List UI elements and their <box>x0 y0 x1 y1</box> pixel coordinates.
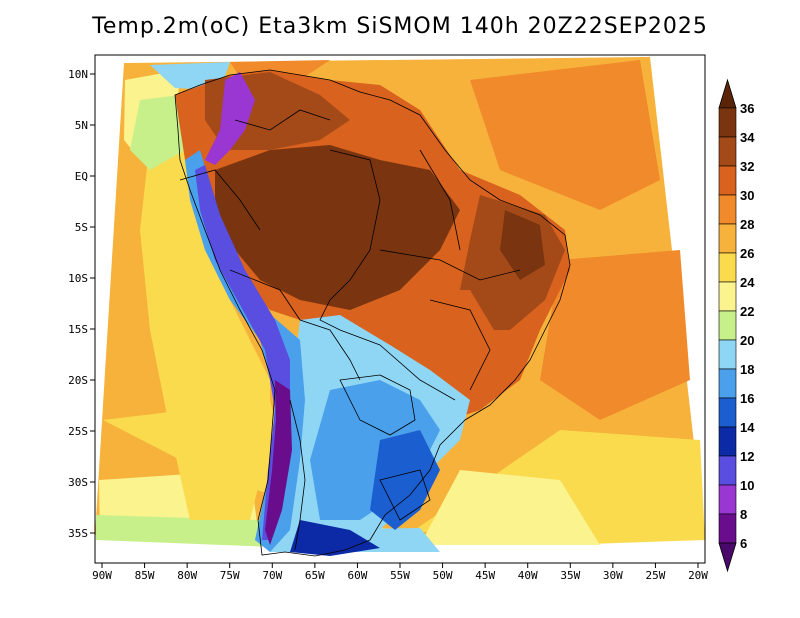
colorbar-label: 16 <box>740 391 754 406</box>
colorbar-label: 6 <box>740 536 747 551</box>
border-peru-bolivia <box>229 269 361 381</box>
colorbar-swatch <box>718 223 737 254</box>
lon-label: 75W <box>220 569 240 582</box>
lon-label: 90W <box>92 569 112 582</box>
colorbar-label: 12 <box>740 449 754 464</box>
colorbar-swatch <box>718 165 737 196</box>
longitude-axis: 90W 85W 80W 75W 70W 65W 60W 55W 50W 45W 40W 35W 30W 2… <box>92 563 708 582</box>
land-pampa-cold <box>290 520 380 556</box>
border-brazil-states-3 <box>419 149 461 251</box>
lon-label: 55W <box>390 569 410 582</box>
lat-label: 5S <box>75 221 88 234</box>
colorbar-label: 8 <box>740 507 747 522</box>
andes-cold <box>195 165 290 540</box>
colorbar-label: 20 <box>740 333 754 348</box>
border-brazil-states-1 <box>379 249 521 281</box>
colorbar-below-6 <box>718 542 737 573</box>
political-borders <box>174 69 571 557</box>
lon-label: 35W <box>560 569 580 582</box>
lon-label: 65W <box>305 569 325 582</box>
andes-north-cold <box>205 72 255 165</box>
atlantic-warm-patch <box>470 60 660 210</box>
border-colombia-venezuela <box>234 109 331 131</box>
colorbar-label: 10 <box>740 478 754 493</box>
lon-label: 70W <box>262 569 282 582</box>
lat-label: 25S <box>68 425 88 438</box>
colorbar-swatch <box>718 397 737 428</box>
temperature-colorbar: 36 34 32 30 28 26 24 22 20 18 16 14 12 10 8 6 <box>718 78 755 573</box>
lon-label: 30W <box>603 569 623 582</box>
pacific-north-green <box>130 95 185 170</box>
colorbar-swatch <box>718 455 737 486</box>
colorbar-label: 32 <box>740 159 754 174</box>
colorbar-swatch <box>718 281 737 312</box>
lat-label: 20S <box>68 374 88 387</box>
lat-label: 35S <box>68 527 88 540</box>
colorbar-swatch <box>718 252 737 283</box>
colorbar-label: 24 <box>740 275 755 290</box>
border-paraguay <box>339 374 416 436</box>
land-amazon-hot <box>215 145 460 310</box>
colorbar-swatch <box>718 136 737 167</box>
colorbar-swatch <box>718 310 737 341</box>
lat-label: EQ <box>75 170 88 183</box>
land-south-cold <box>310 380 440 520</box>
colorbar-label: 34 <box>740 130 755 145</box>
south-america-coastline <box>174 69 571 557</box>
land-central-warm <box>400 290 500 390</box>
border-brazil <box>319 149 456 401</box>
lat-label: 15S <box>68 323 88 336</box>
lon-label: 80W <box>177 569 197 582</box>
colorbar-swatch <box>718 484 737 515</box>
andes-coldest <box>265 380 292 545</box>
colorbar-label: 26 <box>740 246 754 261</box>
lon-label: 20W <box>688 569 708 582</box>
colorbar-label: 36 <box>740 101 754 116</box>
border-brazil-states-2 <box>429 299 491 391</box>
pacific-near-coast <box>140 140 270 520</box>
lat-label: 30S <box>68 476 88 489</box>
ocean-southeast-mild <box>420 470 600 545</box>
lat-label: 5N <box>75 119 88 132</box>
colorbar-above-36 <box>718 78 737 109</box>
colorbar-swatch <box>718 339 737 370</box>
border-uruguay <box>379 469 431 521</box>
lon-label: 50W <box>433 569 453 582</box>
lon-label: 25W <box>645 569 665 582</box>
land-northeast-core <box>500 210 545 280</box>
border-argentina-chile <box>289 399 306 551</box>
continent-field <box>175 70 570 556</box>
colorbar-swatch <box>718 368 737 399</box>
colorbar-label: 14 <box>740 420 755 435</box>
lon-label: 85W <box>135 569 155 582</box>
lon-label: 60W <box>347 569 367 582</box>
colorbar-swatch <box>718 513 737 544</box>
border-ecuador-peru <box>179 169 261 231</box>
ocean-far-south-green <box>96 515 300 548</box>
colorbar-label: 18 <box>740 362 754 377</box>
colorbar-label: 28 <box>740 217 754 232</box>
atlantic-central-warm <box>540 250 690 420</box>
latitude-axis: 10N 5N EQ 5S 10S 15S 20S 25S 30S 35S <box>68 68 95 540</box>
colorbar-swatch <box>718 194 737 225</box>
lat-label: 10S <box>68 272 88 285</box>
colorbar-label: 30 <box>740 188 754 203</box>
colorbar-swatch <box>718 107 737 138</box>
lon-label: 45W <box>475 569 495 582</box>
colorbar-swatch <box>718 426 737 457</box>
lon-label: 40W <box>518 569 538 582</box>
map-title: Temp.2m(oC) Eta3km SiSMOM 140h 20Z22SEP2… <box>92 14 708 39</box>
lat-label: 10N <box>68 68 88 81</box>
colorbar-label: 22 <box>740 304 754 319</box>
